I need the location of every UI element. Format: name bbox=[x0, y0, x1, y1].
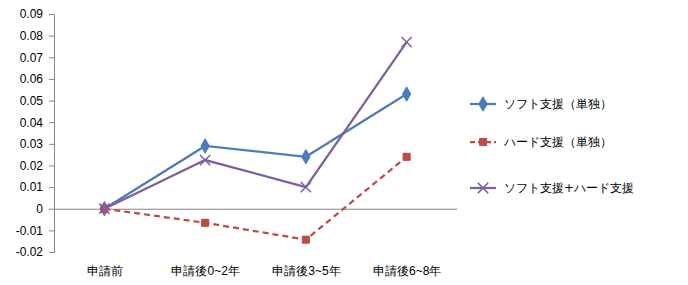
chart: -0.02 -0.01 0 0.01 0.02 0.03 0.04 0.05 0.06 0.07 0… bbox=[0, 0, 688, 285]
y-tick-mark bbox=[49, 209, 54, 210]
legend-label: ソフト支援（単独） bbox=[504, 97, 612, 111]
y-tick-mark bbox=[49, 187, 54, 188]
y-tick-mark bbox=[49, 252, 54, 253]
series-line bbox=[104, 94, 406, 209]
series-line bbox=[104, 42, 406, 209]
y-tick-label: -0.01 bbox=[16, 224, 44, 238]
y-tick: 0.09 bbox=[20, 7, 54, 21]
y-tick: 0.08 bbox=[20, 29, 54, 43]
y-tick-label: 0.01 bbox=[20, 180, 44, 194]
y-tick-label: 0.08 bbox=[20, 29, 44, 43]
y-tick-mark bbox=[49, 79, 54, 80]
y-tick-mark bbox=[49, 14, 54, 15]
y-tick-label: 0 bbox=[36, 202, 43, 216]
marker bbox=[302, 236, 309, 243]
legend-marker bbox=[478, 183, 488, 193]
marker bbox=[402, 87, 410, 101]
legend: ソフト支援（単独） ハード支援（単独） ソフト支援+ハード支援 bbox=[470, 97, 634, 195]
x-tick: 申請前 bbox=[87, 209, 123, 278]
y-tick-label: 0.09 bbox=[20, 7, 44, 21]
y-tick-mark bbox=[49, 101, 54, 102]
y-tick-mark bbox=[49, 122, 54, 123]
x-tick-label: 申請後6~8年 bbox=[373, 264, 441, 278]
legend-marker bbox=[479, 138, 486, 145]
marker bbox=[200, 155, 210, 165]
y-tick-label: 0.06 bbox=[20, 72, 44, 86]
marker bbox=[402, 37, 412, 47]
legend-label: ハード支援（単独） bbox=[503, 135, 612, 149]
marker bbox=[403, 153, 410, 160]
x-tick-label: 申請後0~2年 bbox=[171, 264, 239, 278]
marker bbox=[201, 139, 209, 153]
legend-item: ソフト支援+ハード支援 bbox=[470, 181, 634, 195]
marker bbox=[100, 202, 108, 216]
y-tick-label: 0.07 bbox=[20, 51, 44, 65]
y-tick-mark bbox=[49, 36, 54, 37]
y-tick-mark bbox=[49, 165, 54, 166]
marker bbox=[301, 182, 311, 192]
y-tick: 0.03 bbox=[20, 137, 54, 151]
y-tick: 0.05 bbox=[20, 94, 54, 108]
y-axis-line bbox=[49, 15, 55, 253]
legend-label: ソフト支援+ハード支援 bbox=[504, 181, 634, 195]
y-axis: -0.02 -0.01 0 0.01 0.02 0.03 0.04 0.05 0.06 0.07 0… bbox=[16, 7, 55, 259]
y-tick: 0.04 bbox=[20, 116, 54, 130]
marker bbox=[202, 219, 209, 226]
y-tick: 0.01 bbox=[20, 180, 54, 194]
x-tick-label: 申請後3~5年 bbox=[272, 264, 340, 278]
y-tick-label: 0.02 bbox=[20, 159, 44, 173]
x-tick: 申請後0~2年 bbox=[171, 209, 239, 278]
x-tick-label: 申請前 bbox=[87, 264, 123, 278]
y-tick-label: 0.05 bbox=[20, 94, 44, 108]
legend-marker bbox=[479, 97, 487, 111]
series-line bbox=[104, 157, 406, 240]
marker bbox=[302, 150, 310, 164]
legend-item: ソフト支援（単独） bbox=[470, 97, 612, 111]
y-tick-mark bbox=[49, 57, 54, 58]
y-tick-label: 0.03 bbox=[20, 137, 44, 151]
y-tick: -0.02 bbox=[16, 245, 54, 259]
y-tick: -0.01 bbox=[16, 224, 54, 238]
marker bbox=[99, 204, 109, 214]
y-tick-mark bbox=[49, 230, 54, 231]
y-tick-label: 0.04 bbox=[20, 116, 44, 130]
x-tick: 申請後6~8年 bbox=[373, 209, 441, 278]
y-tick: 0.06 bbox=[20, 72, 54, 86]
y-tick: 0 bbox=[36, 202, 54, 216]
y-tick: 0.07 bbox=[20, 51, 54, 65]
y-tick-mark bbox=[49, 144, 54, 145]
x-axis: 申請前 申請後0~2年 申請後3~5年 申請後6~8年 bbox=[54, 209, 457, 278]
y-tick-label: -0.02 bbox=[16, 245, 44, 259]
plot bbox=[99, 37, 411, 243]
y-tick: 0.02 bbox=[20, 159, 54, 173]
legend-item: ハード支援（単独） bbox=[470, 135, 612, 149]
